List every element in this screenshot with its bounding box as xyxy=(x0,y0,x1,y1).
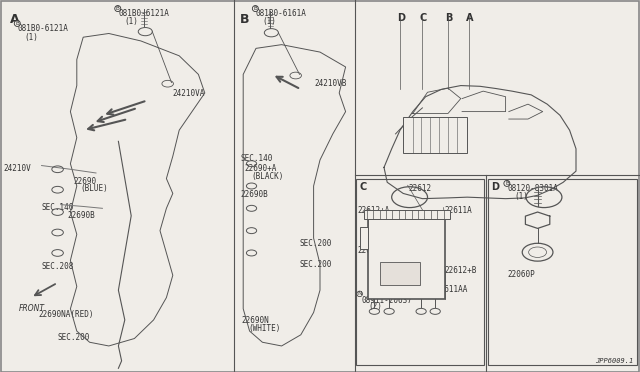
Text: 22690B: 22690B xyxy=(241,190,268,199)
Text: 22690B: 22690B xyxy=(67,211,95,220)
Text: SEC.140: SEC.140 xyxy=(42,203,74,212)
Text: 081B0-6121A: 081B0-6121A xyxy=(118,9,169,18)
Text: 08911-20637: 08911-20637 xyxy=(362,296,412,305)
Text: 24210VA: 24210VA xyxy=(173,89,205,97)
FancyBboxPatch shape xyxy=(360,227,368,249)
Text: (2): (2) xyxy=(368,302,382,311)
Text: (BLACK): (BLACK) xyxy=(251,172,284,181)
Text: D: D xyxy=(491,182,499,192)
Text: C: C xyxy=(360,182,367,192)
Text: B: B xyxy=(15,21,19,26)
Text: N: N xyxy=(357,291,362,296)
Text: (WHITE): (WHITE) xyxy=(248,324,281,333)
FancyBboxPatch shape xyxy=(356,179,484,365)
Text: 22612+A: 22612+A xyxy=(358,206,390,215)
FancyBboxPatch shape xyxy=(488,179,637,365)
Text: (1): (1) xyxy=(24,33,38,42)
Text: B: B xyxy=(505,181,509,186)
FancyBboxPatch shape xyxy=(403,117,467,153)
Text: 22612+B: 22612+B xyxy=(444,266,477,275)
Text: (1): (1) xyxy=(262,17,276,26)
Text: JPP6009.1: JPP6009.1 xyxy=(595,358,634,364)
Text: 08120-8301A: 08120-8301A xyxy=(508,184,558,193)
Text: 22611AA: 22611AA xyxy=(435,285,468,294)
Text: 22611A: 22611A xyxy=(444,206,472,215)
Text: (1): (1) xyxy=(125,17,139,26)
Text: 081B0-6121A: 081B0-6121A xyxy=(18,24,68,33)
Text: B: B xyxy=(445,13,452,23)
Text: SEC.200: SEC.200 xyxy=(300,260,332,269)
Text: C: C xyxy=(419,13,426,23)
Text: 22612: 22612 xyxy=(408,184,431,193)
Text: SEC.140: SEC.140 xyxy=(241,154,273,163)
Text: SEC.200: SEC.200 xyxy=(58,333,90,342)
Text: 24210V: 24210V xyxy=(3,164,31,173)
Text: FRONT: FRONT xyxy=(19,304,45,313)
Text: 22690NA(RED): 22690NA(RED) xyxy=(38,310,94,319)
Text: B: B xyxy=(240,13,250,26)
FancyBboxPatch shape xyxy=(368,219,445,299)
Text: A: A xyxy=(10,13,19,26)
Text: 22690: 22690 xyxy=(74,177,97,186)
Text: (BLUE): (BLUE) xyxy=(80,184,108,193)
Text: 22060P: 22060P xyxy=(508,270,535,279)
Text: SEC.200: SEC.200 xyxy=(300,239,332,248)
Text: D: D xyxy=(397,13,405,23)
Text: (1): (1) xyxy=(514,192,528,201)
Text: 24210VB: 24210VB xyxy=(315,79,348,88)
Text: 081B0-6161A: 081B0-6161A xyxy=(256,9,307,18)
FancyBboxPatch shape xyxy=(380,262,420,285)
Text: A: A xyxy=(466,13,474,23)
Text: SEC.208: SEC.208 xyxy=(42,262,74,271)
Text: 22611: 22611 xyxy=(358,246,381,254)
Text: 22690+A: 22690+A xyxy=(244,164,277,173)
Text: B: B xyxy=(116,6,120,11)
Text: 22690N: 22690N xyxy=(242,316,269,325)
Text: B: B xyxy=(253,6,257,11)
FancyBboxPatch shape xyxy=(364,210,450,219)
